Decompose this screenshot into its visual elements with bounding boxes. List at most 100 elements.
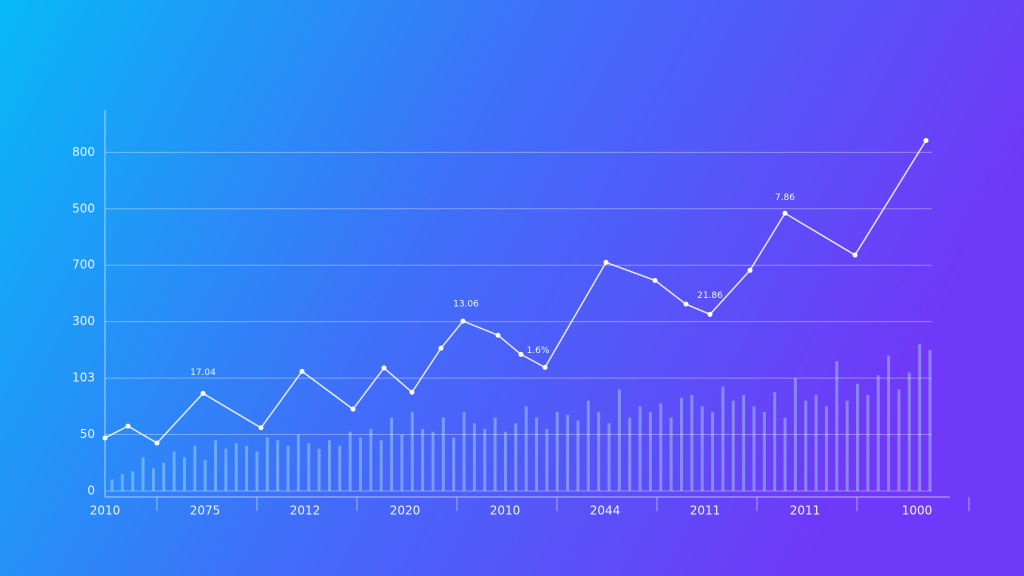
bar xyxy=(431,431,435,491)
bar xyxy=(711,411,715,491)
annotation: 13.06 xyxy=(453,300,479,310)
bar xyxy=(659,403,663,491)
y-tick-label: 0 xyxy=(87,484,95,498)
bar xyxy=(493,417,497,491)
point xyxy=(707,311,713,317)
bar xyxy=(648,411,652,491)
bar xyxy=(151,468,155,491)
bar xyxy=(234,443,238,491)
bar xyxy=(866,395,870,491)
annotation: 21.86 xyxy=(697,291,723,301)
point xyxy=(438,345,444,351)
point xyxy=(381,365,387,371)
bar xyxy=(783,417,787,491)
bar xyxy=(141,457,145,491)
bar xyxy=(576,420,580,491)
point xyxy=(603,259,609,265)
point xyxy=(683,301,689,307)
y-tick-label: 50 xyxy=(80,427,95,441)
bar xyxy=(928,349,932,491)
bar xyxy=(762,411,766,491)
x-tick-label: 2011 xyxy=(690,504,721,518)
bar xyxy=(131,471,135,491)
bar xyxy=(338,445,342,491)
bar xyxy=(214,440,218,491)
point xyxy=(782,210,788,216)
point xyxy=(747,267,753,273)
bar xyxy=(503,431,507,491)
bar xyxy=(203,459,207,491)
bar xyxy=(524,406,528,491)
bar xyxy=(255,451,259,491)
bar xyxy=(462,411,466,491)
bar xyxy=(628,417,632,491)
bar xyxy=(742,395,746,491)
bar xyxy=(472,423,476,491)
bar xyxy=(793,378,797,491)
bar xyxy=(317,448,321,491)
point xyxy=(102,435,108,441)
x-tick-label: 2010 xyxy=(90,504,121,518)
bar xyxy=(700,406,704,491)
bar xyxy=(390,417,394,491)
bar xyxy=(296,434,300,491)
point xyxy=(409,389,415,395)
bar xyxy=(120,474,124,491)
bar xyxy=(887,355,891,491)
bar xyxy=(224,448,228,491)
bar xyxy=(514,423,518,491)
bar xyxy=(845,400,849,491)
x-tick-label: 2075 xyxy=(190,504,221,518)
point xyxy=(258,425,264,431)
bar xyxy=(359,437,363,491)
bar xyxy=(731,400,735,491)
bar xyxy=(172,451,176,491)
bar xyxy=(369,428,373,491)
bar xyxy=(421,428,425,491)
bar xyxy=(286,445,290,491)
bar xyxy=(193,445,197,491)
bar xyxy=(752,406,756,491)
bar xyxy=(669,417,673,491)
bar xyxy=(586,400,590,491)
bar xyxy=(876,375,880,491)
y-tick-label: 300 xyxy=(72,314,95,328)
bar xyxy=(379,440,383,491)
x-tick-label: 2010 xyxy=(490,504,521,518)
bar xyxy=(566,414,570,491)
bar xyxy=(307,443,311,491)
bar xyxy=(441,417,445,491)
bar xyxy=(897,389,901,491)
point xyxy=(923,137,929,143)
bar xyxy=(535,417,539,491)
bar xyxy=(824,406,828,491)
annotation: 1.6% xyxy=(527,346,550,356)
point xyxy=(154,440,160,446)
x-tick-label: 1000 xyxy=(902,504,933,518)
bar xyxy=(835,361,839,491)
x-tick-label: 2012 xyxy=(290,504,321,518)
bar xyxy=(400,434,404,491)
bar xyxy=(804,400,808,491)
annotation: 7.86 xyxy=(775,193,795,203)
bar xyxy=(773,392,777,491)
bar xyxy=(110,479,114,491)
y-tick-label: 700 xyxy=(72,258,95,272)
bar xyxy=(597,411,601,491)
bar xyxy=(617,389,621,491)
bar xyxy=(721,386,725,491)
bar xyxy=(814,395,818,491)
bar xyxy=(452,437,456,491)
point xyxy=(652,277,658,283)
point xyxy=(852,252,858,258)
x-tick-label: 2044 xyxy=(590,504,621,518)
point xyxy=(200,390,206,396)
bar xyxy=(638,406,642,491)
bar xyxy=(162,462,166,491)
y-tick-label: 103 xyxy=(72,371,95,385)
bar xyxy=(276,440,280,491)
bar xyxy=(907,372,911,491)
